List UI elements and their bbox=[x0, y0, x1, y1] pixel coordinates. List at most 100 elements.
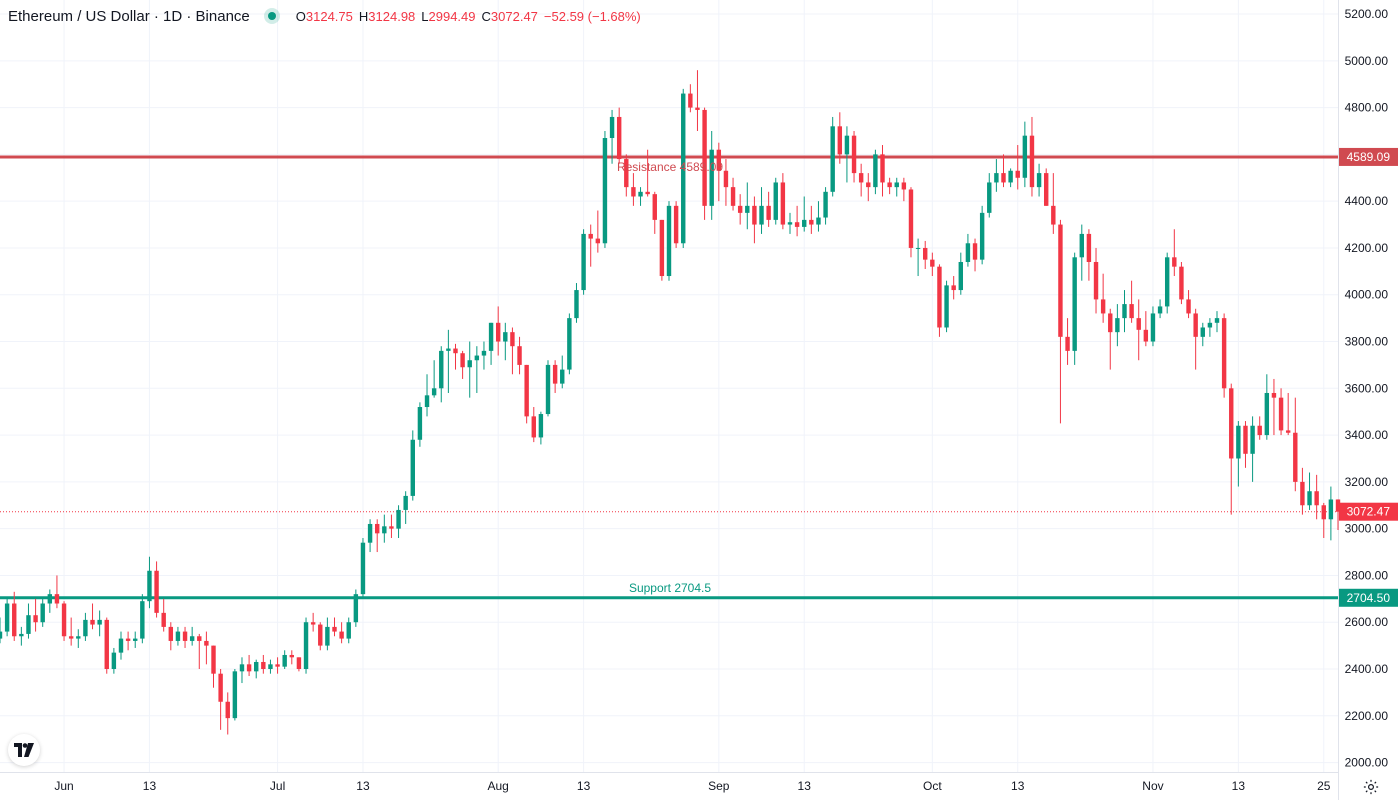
candle-body-down bbox=[1179, 266, 1184, 300]
ohlc-open-key: O bbox=[295, 8, 306, 24]
candle-body-down bbox=[887, 182, 892, 188]
ohlc-low-value: 2994.49 bbox=[428, 8, 476, 24]
symbol-title[interactable]: Ethereum / US Dollar · 1D · Binance bbox=[8, 7, 250, 25]
time-axis-label: Sep bbox=[708, 779, 730, 793]
candle-body-down bbox=[510, 332, 515, 347]
candle-body-down bbox=[1136, 318, 1141, 330]
tradingview-logo-icon[interactable] bbox=[8, 734, 40, 766]
candle-body-down bbox=[1029, 135, 1035, 188]
resistance-axis-tag bbox=[1339, 147, 1398, 166]
candle-body-down bbox=[858, 173, 864, 183]
candle-body-down bbox=[225, 701, 230, 719]
candle-body-down bbox=[1086, 233, 1092, 262]
candle-body-down bbox=[930, 259, 935, 267]
symbol-legend[interactable]: Ethereum / US Dollar · 1D · Binance O312… bbox=[8, 6, 641, 26]
candle-body-up bbox=[1307, 491, 1312, 506]
candle-body-up bbox=[111, 652, 117, 670]
candle-body-up bbox=[979, 212, 985, 260]
candle-body-up bbox=[353, 594, 359, 623]
ohlc-change-value: −52.59 (−1.68%) bbox=[543, 8, 641, 24]
candle-body-up bbox=[681, 93, 686, 244]
candle-body-down bbox=[61, 603, 67, 637]
candle-body-up bbox=[538, 414, 544, 438]
candle-body-up bbox=[1079, 233, 1084, 258]
candle-body-up bbox=[1214, 318, 1220, 323]
candle-body-up bbox=[1008, 170, 1013, 183]
price-axis-label: 4800.00 bbox=[1345, 101, 1389, 115]
candle-body-up bbox=[581, 233, 586, 291]
candle-body-up bbox=[446, 348, 451, 351]
candle-body-down bbox=[1058, 224, 1063, 337]
candle-body-down bbox=[1172, 257, 1177, 267]
candle-body-down bbox=[652, 194, 657, 220]
candle-body-down bbox=[1001, 173, 1006, 183]
candle-body-down bbox=[1100, 299, 1106, 314]
candle-body-up bbox=[1036, 173, 1042, 188]
candle-body-up bbox=[417, 407, 423, 440]
time-axis-label: 13 bbox=[577, 779, 591, 793]
support-axis-tag-text: 2704.50 bbox=[1347, 591, 1391, 605]
candle-body-down bbox=[531, 416, 536, 438]
candle-body-up bbox=[175, 631, 181, 641]
candle-body-up bbox=[382, 526, 387, 534]
candle-body-up bbox=[773, 182, 778, 220]
price-axis-label: 5000.00 bbox=[1345, 54, 1389, 68]
candle-body-down bbox=[289, 654, 295, 658]
candle-body-up bbox=[1022, 135, 1028, 178]
time-axis-label: 13 bbox=[143, 779, 157, 793]
candle-body-up bbox=[503, 332, 508, 342]
price-axis-label: 3000.00 bbox=[1345, 522, 1389, 536]
time-axis-label: Oct bbox=[923, 779, 942, 793]
candle-body-down bbox=[1108, 313, 1113, 333]
candle-body-up bbox=[1164, 257, 1170, 307]
candle-body-up bbox=[83, 619, 88, 637]
candle-body-down bbox=[951, 285, 956, 291]
candle-body-down bbox=[154, 570, 159, 613]
candle-body-up bbox=[567, 318, 572, 370]
candle-body-up bbox=[239, 664, 245, 672]
candle-body-down bbox=[261, 661, 266, 670]
candle-body-down bbox=[332, 626, 337, 632]
candle-body-up bbox=[1328, 499, 1334, 520]
candle-body-down bbox=[168, 626, 174, 641]
candle-body-down bbox=[182, 631, 188, 641]
candle-body-down bbox=[1051, 205, 1056, 225]
support-axis-tag bbox=[1339, 588, 1398, 607]
candle-body-up bbox=[140, 601, 145, 639]
support-label: Support 2704.5 bbox=[629, 581, 711, 595]
candle-body-down bbox=[923, 247, 928, 260]
candle-body-up bbox=[26, 615, 31, 634]
candle-body-down bbox=[624, 159, 629, 188]
candle-body-up bbox=[609, 116, 615, 139]
candle-body-down bbox=[460, 353, 465, 368]
candle-body-up bbox=[367, 523, 373, 543]
candle-body-up bbox=[403, 495, 408, 510]
price-axis-label: 2600.00 bbox=[1345, 615, 1389, 629]
candle-body-down bbox=[104, 619, 109, 670]
time-axis-label: 13 bbox=[1011, 779, 1025, 793]
candle-body-down bbox=[659, 219, 665, 277]
candle-body-down bbox=[631, 187, 636, 197]
gear-icon[interactable] bbox=[1360, 776, 1382, 798]
candle-body-down bbox=[588, 233, 593, 239]
candle-body-up bbox=[666, 205, 672, 277]
candle-body-up bbox=[0, 631, 3, 639]
ohlc-close-key: C bbox=[481, 8, 491, 24]
candle-body-up bbox=[424, 395, 430, 408]
candle-body-up bbox=[303, 622, 309, 670]
candle-body-down bbox=[688, 93, 693, 108]
candle-body-down bbox=[1335, 499, 1341, 512]
candle-body-down bbox=[310, 622, 316, 625]
candle-body-down bbox=[901, 182, 907, 190]
candle-body-down bbox=[552, 364, 558, 384]
candle-body-up bbox=[410, 439, 415, 496]
candle-body-down bbox=[851, 135, 857, 174]
candle-body-down bbox=[1229, 388, 1234, 459]
candle-body-up bbox=[802, 219, 807, 227]
time-axis-label: 13 bbox=[356, 779, 370, 793]
candle-body-up bbox=[76, 636, 81, 639]
candle-body-up bbox=[965, 243, 971, 262]
candle-body-down bbox=[645, 191, 650, 195]
